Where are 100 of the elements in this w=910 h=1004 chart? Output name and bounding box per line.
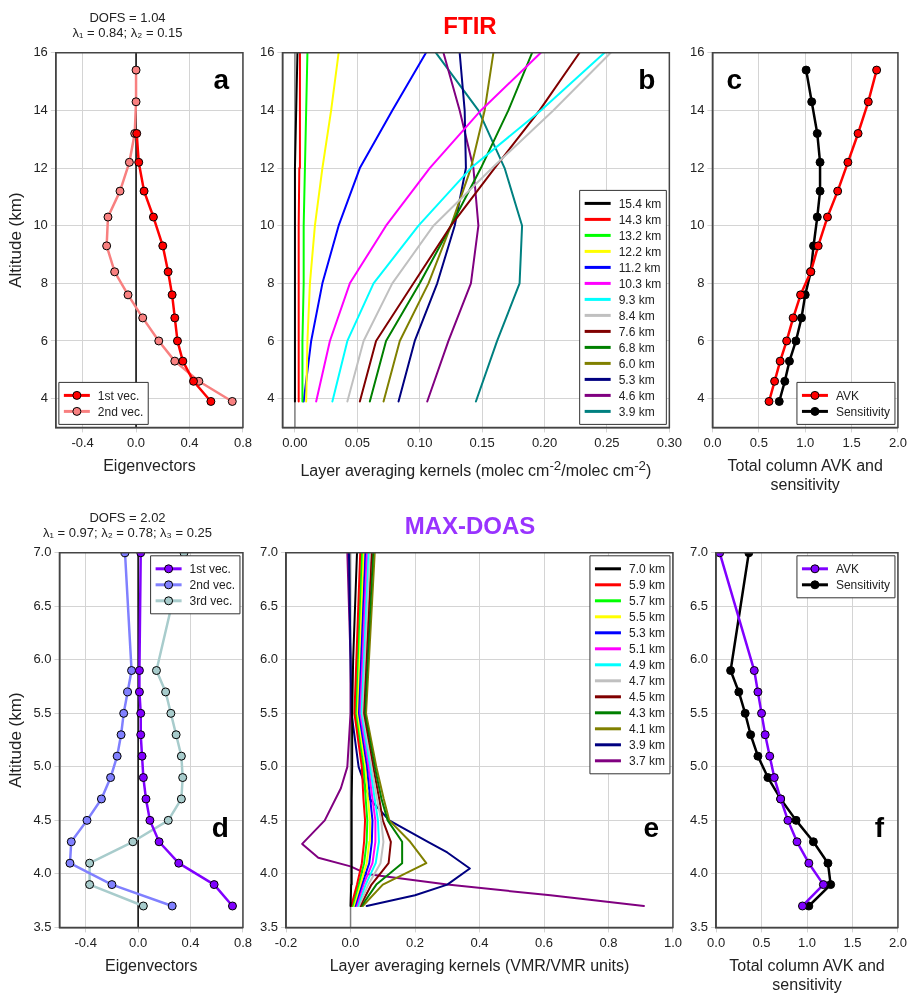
point <box>128 837 138 847</box>
legend-label: 12.2 km <box>618 244 662 259</box>
x-tick-label: 0.05 <box>344 434 370 450</box>
y-tick-label: 5.5 <box>33 704 52 720</box>
point <box>178 773 188 783</box>
point <box>170 313 180 323</box>
point <box>158 241 168 251</box>
x-tick-label: 1.0 <box>796 434 815 450</box>
x-tick-label: 0.8 <box>233 434 252 450</box>
point <box>138 901 148 911</box>
legend-label: 15.4 km <box>618 196 662 211</box>
point <box>170 356 180 366</box>
point <box>843 157 853 167</box>
point <box>163 267 173 277</box>
legend-label: 3.7 km <box>628 754 665 769</box>
legend-label: 5.1 km <box>628 642 665 657</box>
x-tick-label: -0.2 <box>274 934 298 950</box>
point <box>85 858 95 868</box>
x-tick-label: 0.8 <box>233 934 252 950</box>
chart-title: MAX-DOAS <box>403 512 537 540</box>
point <box>154 336 164 346</box>
legend-label: 4.6 km <box>618 388 655 403</box>
y-tick-label: 4.0 <box>33 865 52 881</box>
point <box>134 666 144 676</box>
point <box>753 751 763 761</box>
x-tick-label: 0.0 <box>127 434 146 450</box>
point <box>807 97 817 107</box>
legend-label: 5.5 km <box>628 610 665 625</box>
x-tick-label: 0.25 <box>594 434 620 450</box>
point <box>136 730 146 740</box>
point <box>769 773 779 783</box>
point <box>765 751 775 761</box>
y-tick-label: 6.5 <box>689 597 709 613</box>
point <box>148 212 158 222</box>
point <box>112 751 122 761</box>
annotation: e <box>643 812 659 844</box>
x-tick-label: 1.5 <box>842 434 861 450</box>
point <box>791 815 801 825</box>
point <box>808 837 818 847</box>
point <box>139 186 149 196</box>
x-axis-title: Layer averaging kernels (molec cm$^{-2}$/molec cm$^{-2}$) <box>299 457 653 481</box>
y-tick-label: 5.5 <box>259 704 279 720</box>
point <box>189 376 199 386</box>
y-tick-label: 10 <box>259 217 275 233</box>
y-tick-label: 6.0 <box>259 651 279 667</box>
point <box>815 157 825 167</box>
point <box>209 880 219 890</box>
point <box>123 687 133 697</box>
point <box>853 128 863 138</box>
point <box>804 858 814 868</box>
x-tick-label: 0.5 <box>752 934 771 950</box>
x-tick-label: 1.5 <box>843 934 862 950</box>
y-tick-label: 6 <box>40 332 48 348</box>
y-tick-label: 7.0 <box>33 544 52 560</box>
y-tick-label: 6.0 <box>33 651 52 667</box>
point <box>167 290 177 300</box>
y-tick-label: 5.5 <box>689 704 709 720</box>
annotation: d <box>211 812 229 844</box>
point <box>124 157 134 167</box>
point <box>138 313 148 323</box>
legend-label: 3.9 km <box>628 738 665 753</box>
point <box>145 815 155 825</box>
legend-label: 1st vec. <box>189 562 231 577</box>
point <box>116 730 126 740</box>
y-tick-label: 8 <box>40 274 48 290</box>
legend-label: 6.0 km <box>618 356 655 371</box>
point <box>131 65 141 75</box>
point <box>227 901 237 911</box>
x-tick-label: 2.0 <box>888 934 907 950</box>
y-tick-label: 6.0 <box>689 651 709 667</box>
y-tick-label: 16 <box>259 44 275 60</box>
point <box>757 708 767 718</box>
y-tick-label: 8 <box>697 274 705 290</box>
point <box>102 241 112 251</box>
legend-label: 3.9 km <box>618 404 655 419</box>
legend-label: 14.3 km <box>618 212 662 227</box>
chart-subtitle: λ₁ = 0.84; λ₂ = 0.15 <box>71 25 184 40</box>
x-tick-label: 0.5 <box>749 434 768 450</box>
x-tick-label: 2.0 <box>888 434 907 450</box>
legend-label: 8.4 km <box>618 308 655 323</box>
y-tick-label: 3.5 <box>33 918 52 934</box>
y-tick-label: 12 <box>259 159 275 175</box>
point <box>791 336 801 346</box>
y-tick-label: 10 <box>689 217 705 233</box>
point <box>872 65 882 75</box>
x-tick-label: 0.30 <box>656 434 683 450</box>
legend-label: 13.2 km <box>618 228 662 243</box>
point <box>760 730 770 740</box>
legend-label: 6.8 km <box>618 340 655 355</box>
y-tick-label: 12 <box>689 159 705 175</box>
point <box>134 687 144 697</box>
point <box>780 376 790 386</box>
y-tick-label: 16 <box>689 44 705 60</box>
x-axis-title: Total column AVK and sensitivity <box>726 456 884 494</box>
point <box>119 708 129 718</box>
point <box>136 708 146 718</box>
point <box>792 837 802 847</box>
y-axis-title: Altitude (km) <box>5 192 25 288</box>
legend-label: 4.7 km <box>628 674 665 689</box>
x-tick-label: 0.15 <box>469 434 495 450</box>
